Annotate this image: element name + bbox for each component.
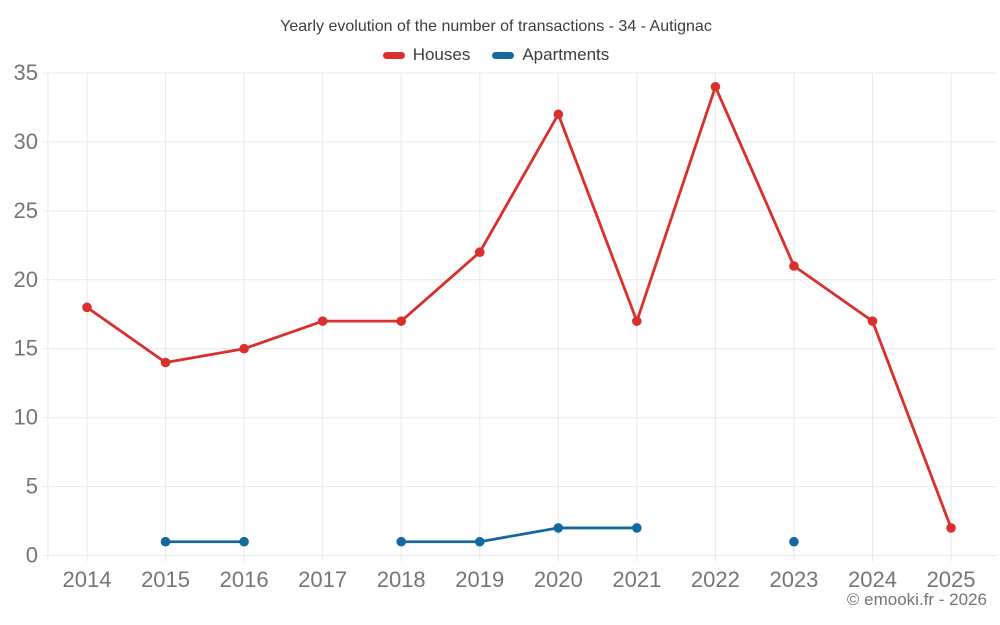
houses-point[interactable] (160, 357, 171, 368)
legend-label-houses: Houses (412, 45, 471, 64)
y-tick-label: 35 (14, 60, 38, 85)
legend-item-apartments[interactable]: Apartments (492, 45, 609, 65)
houses-point[interactable] (474, 247, 485, 258)
x-tick-label: 2015 (141, 567, 190, 592)
x-tick-label: 2019 (455, 567, 504, 592)
apartments-line (399, 526, 639, 544)
houses-line (85, 85, 953, 530)
houses-point[interactable] (710, 81, 721, 92)
houses-point[interactable] (82, 302, 92, 313)
x-tick-label: 2021 (612, 567, 661, 592)
x-tick-label: 2014 (63, 567, 112, 592)
copyright-text: © emooki.fr - 2026 (846, 590, 987, 609)
x-tick-label: 2025 (927, 567, 976, 592)
houses-point[interactable] (317, 316, 328, 326)
apartments-point[interactable] (632, 523, 642, 533)
y-tick-label: 25 (14, 198, 38, 223)
chart-legend: Houses Apartments (0, 45, 992, 65)
apartments-swatch-icon (492, 51, 515, 59)
x-tick-label: 2022 (691, 567, 740, 592)
x-tick-label: 2020 (534, 567, 583, 592)
apartments-point[interactable] (789, 536, 799, 547)
y-tick-label: 10 (14, 405, 38, 430)
apartments-point[interactable] (396, 536, 407, 547)
x-tick-label: 2017 (298, 567, 347, 592)
houses-point[interactable] (396, 316, 407, 326)
legend-label-apartments: Apartments (522, 45, 610, 64)
houses-point[interactable] (553, 109, 564, 120)
legend-item-houses[interactable]: Houses (382, 45, 471, 65)
x-tick-label: 2023 (769, 567, 818, 592)
houses-point[interactable] (789, 261, 799, 271)
apartments-point[interactable] (160, 536, 171, 547)
apartments-point[interactable] (553, 523, 564, 533)
y-tick-label: 15 (14, 336, 38, 361)
y-tick-label: 0 (26, 543, 38, 568)
apartments-point[interactable] (474, 536, 485, 547)
y-tick-label: 20 (14, 267, 38, 292)
apartments-point[interactable] (239, 536, 249, 547)
houses-point[interactable] (946, 523, 956, 533)
x-tick-label: 2024 (848, 567, 897, 592)
y-tick-label: 5 (26, 474, 38, 499)
houses-point[interactable] (867, 316, 878, 326)
chart-title: Yearly evolution of the number of transa… (280, 18, 712, 35)
houses-point[interactable] (632, 316, 642, 326)
x-tick-label: 2018 (377, 567, 426, 592)
y-tick-label: 30 (14, 129, 38, 154)
houses-swatch-icon (382, 51, 405, 59)
houses-point[interactable] (239, 343, 249, 354)
x-tick-label: 2016 (220, 567, 269, 592)
